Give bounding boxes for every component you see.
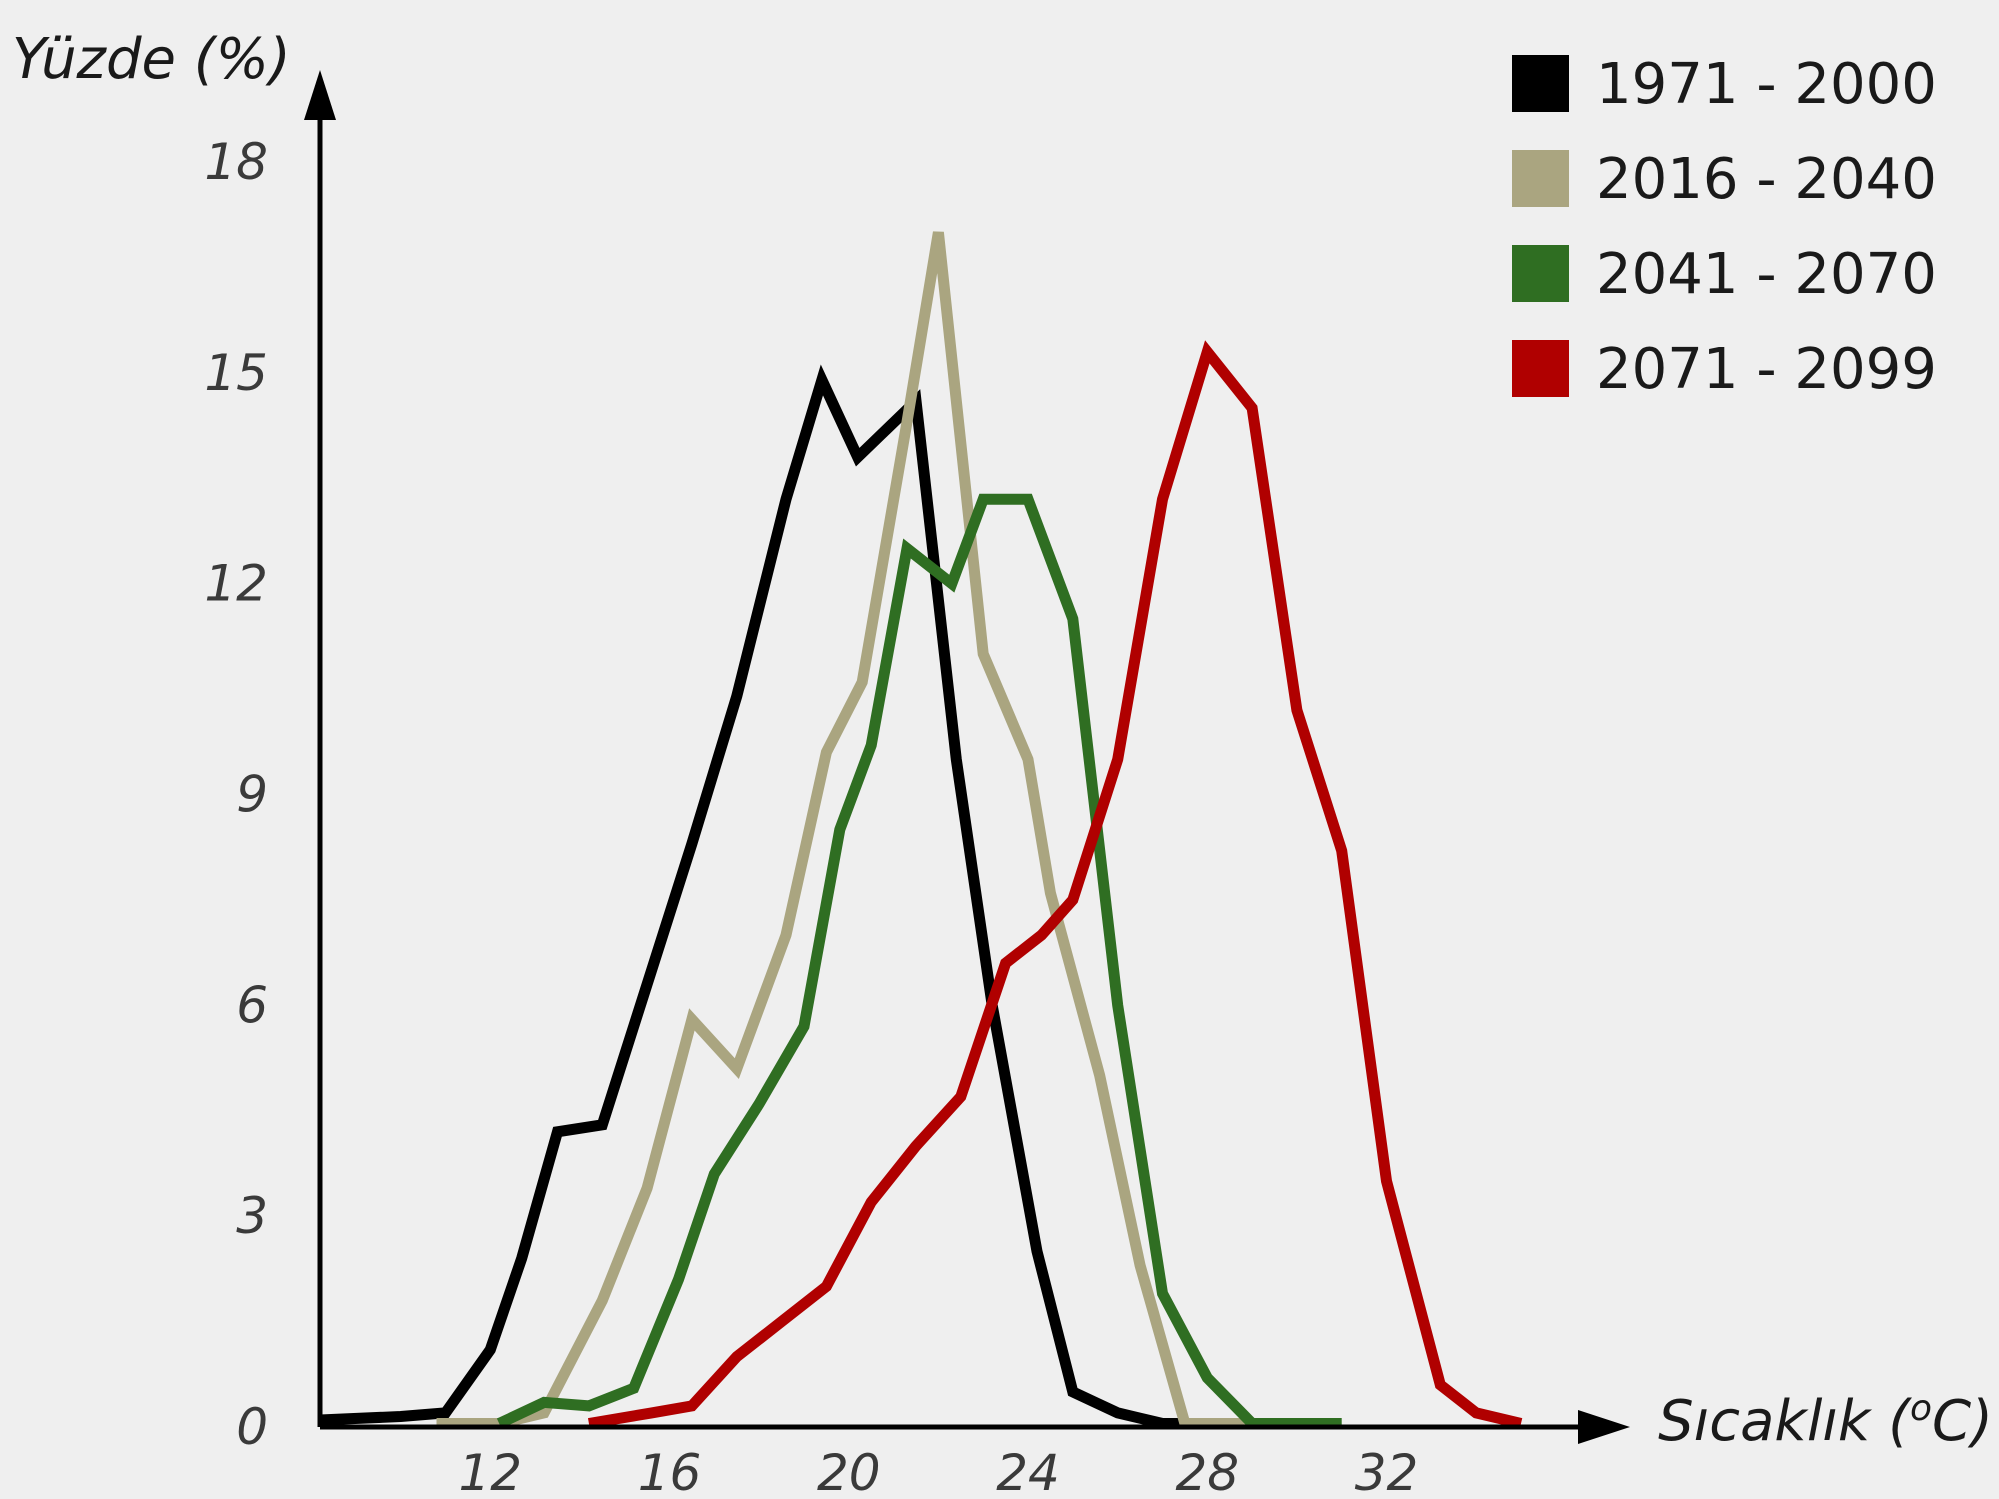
legend-label: 2071 - 2099 xyxy=(1596,337,1937,402)
x-axis-title-prefix: Sıcaklık ( xyxy=(1658,1389,1912,1454)
y-tick-label: 18 xyxy=(204,133,268,191)
legend-swatch xyxy=(1512,340,1569,397)
legend-swatch xyxy=(1512,245,1569,302)
legend-label: 2016 - 2040 xyxy=(1596,147,1937,212)
legend-label: 2041 - 2070 xyxy=(1596,242,1937,307)
x-tick-labels: 12 16 20 24 28 32 xyxy=(458,1444,1418,1499)
series-layer xyxy=(319,231,1523,1429)
x-tick-label: 28 xyxy=(1175,1444,1239,1499)
x-axis-title-superscript: o xyxy=(1910,1388,1932,1429)
x-axis-arrowhead xyxy=(1578,1410,1630,1444)
y-tick-labels: 0 3 6 9 12 15 18 xyxy=(204,133,268,1456)
legend: 1971 - 2000 2016 - 2040 2041 - 2070 2071 - … xyxy=(1512,52,1937,402)
legend-swatch xyxy=(1512,55,1569,112)
x-axis-title-suffix: C) xyxy=(1932,1389,1993,1454)
y-axis-title: Yüzde (%) xyxy=(12,27,291,92)
series-line-3 xyxy=(496,493,1342,1429)
series-line-2 xyxy=(436,231,1275,1429)
y-tick-label: 3 xyxy=(236,1187,268,1245)
series-line-4 xyxy=(587,340,1523,1429)
legend-swatch xyxy=(1512,150,1569,207)
x-tick-label: 24 xyxy=(996,1444,1060,1499)
y-tick-label: 9 xyxy=(236,766,268,824)
x-tick-label: 12 xyxy=(458,1444,522,1499)
x-tick-label: 32 xyxy=(1355,1444,1419,1499)
y-tick-label: 0 xyxy=(236,1398,268,1456)
y-tick-label: 15 xyxy=(204,344,268,402)
series-line-1 xyxy=(319,364,1208,1429)
x-tick-label: 20 xyxy=(817,1444,881,1499)
x-tick-label: 16 xyxy=(638,1444,702,1499)
y-axis-arrowhead xyxy=(304,70,336,120)
legend-label: 1971 - 2000 xyxy=(1596,52,1937,117)
x-axis-title: Sıcaklık (oC) xyxy=(1658,1388,1993,1454)
y-tick-label: 12 xyxy=(204,555,268,613)
y-tick-label: 6 xyxy=(236,976,268,1034)
